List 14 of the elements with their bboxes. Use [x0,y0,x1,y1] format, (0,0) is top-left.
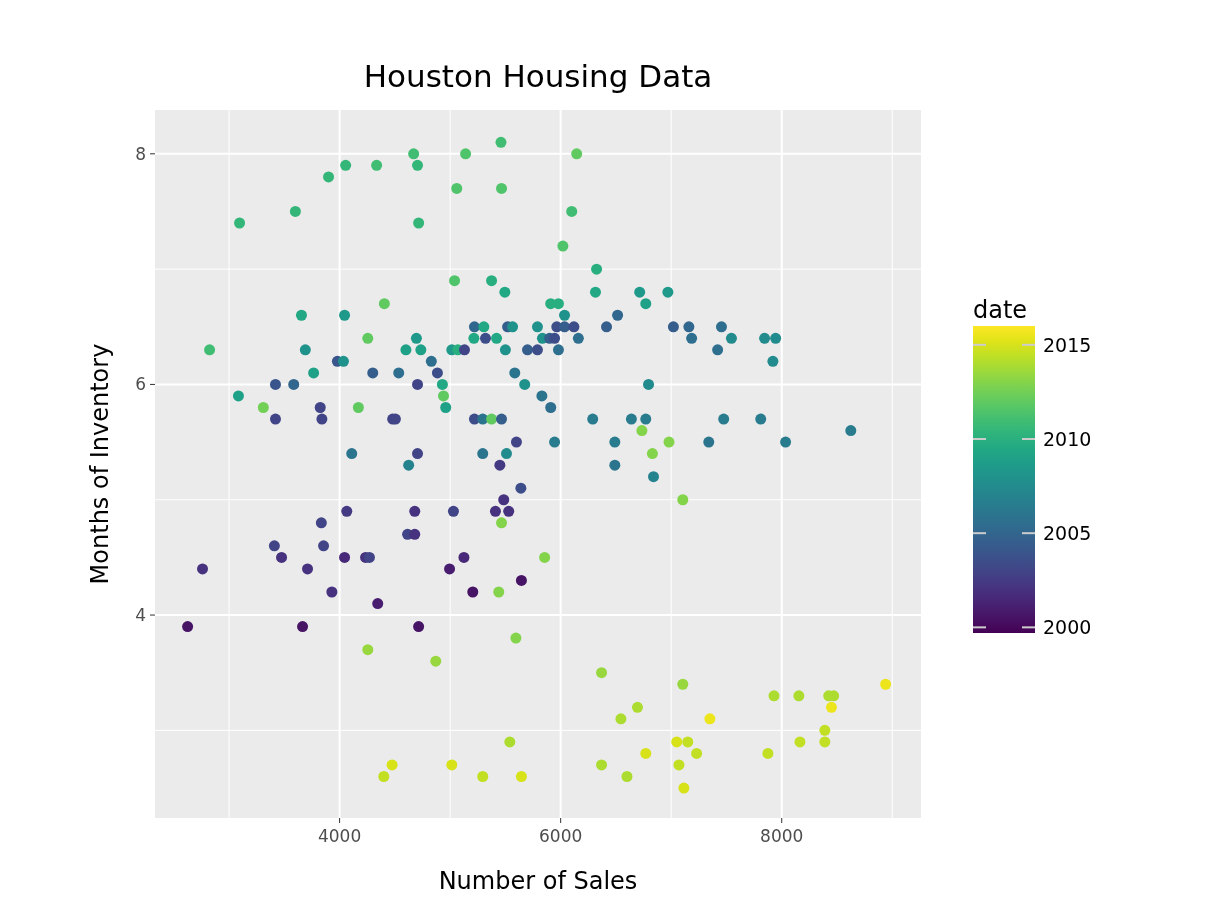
x-tick-label: 4000 [317,826,362,846]
x-tick-label: 8000 [760,826,804,846]
color-bar-label: 2005 [1043,522,1092,545]
color-bar-label: 2010 [1043,428,1092,451]
y-tick-label: 4 [135,605,146,626]
color-bar-label: 2015 [1043,333,1092,356]
color-bar-label: 2000 [1043,616,1092,639]
chart-title: Houston Housing Data [363,58,713,94]
y-axis-title: Months of Inventory [86,343,114,585]
x-axis-title: Number of Sales [438,867,638,895]
color-bar-title: date [973,296,1028,324]
x-tick-label: 6000 [539,826,583,846]
y-tick-label: 6 [135,374,146,395]
y-tick-label: 8 [135,143,146,164]
